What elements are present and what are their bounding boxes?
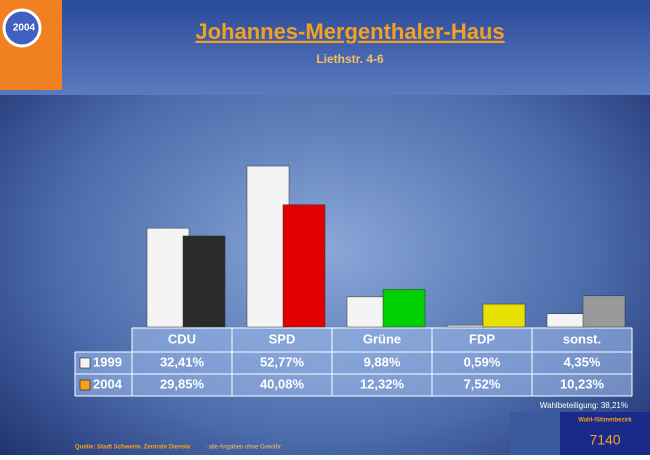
bar xyxy=(583,296,625,327)
x-tick-label: FDP xyxy=(469,331,495,346)
bar xyxy=(347,297,389,327)
bar xyxy=(547,314,589,327)
value-label: 40,08% xyxy=(260,376,305,391)
source: Quelle: Stadt Schwerte, Zentrale Dienste xyxy=(75,445,191,451)
bar xyxy=(483,304,525,327)
x-tick-label: CDU xyxy=(168,331,196,346)
value-label: 0,59% xyxy=(464,354,501,369)
chart: 2004 Johannes-Mergenthaler-Haus Liethstr… xyxy=(0,0,650,455)
bar xyxy=(147,228,189,327)
x-tick-label: SPD xyxy=(269,331,296,346)
district-label: Wahl-/Stimmbezirk xyxy=(578,418,632,424)
value-label: 7,52% xyxy=(464,376,501,391)
value-label: 12,32% xyxy=(360,376,405,391)
logo-text: 2004 xyxy=(13,23,36,34)
disclaimer: - alle Angaben ohne Gewähr xyxy=(205,445,281,451)
bar xyxy=(247,166,289,327)
bar xyxy=(447,325,489,327)
header-band xyxy=(0,0,650,95)
value-label: 4,35% xyxy=(564,354,601,369)
value-label: 29,85% xyxy=(160,376,205,391)
page: 2004 Johannes-Mergenthaler-Haus Liethstr… xyxy=(0,0,650,460)
legend-label: 2004 xyxy=(93,376,123,391)
bar xyxy=(183,236,225,327)
chart-subtitle: Liethstr. 4-6 xyxy=(316,52,384,66)
value-label: 52,77% xyxy=(260,354,305,369)
legend-swatch xyxy=(80,358,90,368)
bar xyxy=(283,205,325,327)
chart-title: Johannes-Mergenthaler-Haus xyxy=(195,19,504,44)
legend-swatch xyxy=(80,380,90,390)
district-number: 7140 xyxy=(589,432,620,448)
value-label: 10,23% xyxy=(560,376,605,391)
x-tick-label: sonst. xyxy=(563,331,601,346)
legend-label: 1999 xyxy=(93,354,122,369)
district-image xyxy=(510,412,560,455)
turnout: Wahlbeteiligung: 38,21% xyxy=(540,401,628,410)
bar xyxy=(383,289,425,327)
value-label: 9,88% xyxy=(364,354,401,369)
x-tick-label: Grüne xyxy=(363,331,401,346)
value-label: 32,41% xyxy=(160,354,205,369)
